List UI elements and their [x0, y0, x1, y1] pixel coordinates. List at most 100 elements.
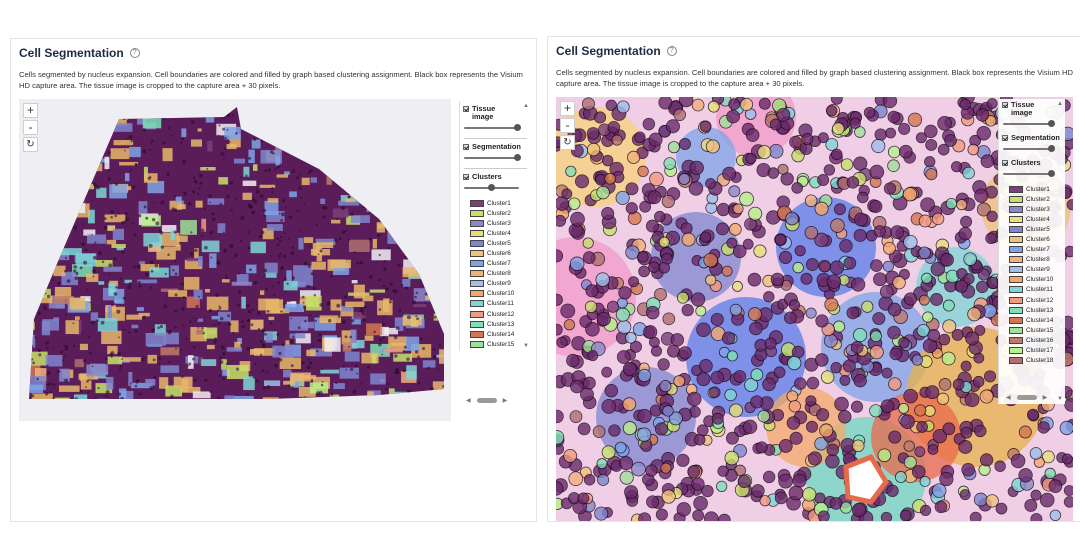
- opacity-slider-tissue[interactable]: [1003, 120, 1055, 128]
- cluster-legend-item[interactable]: Cluster7: [999, 245, 1065, 255]
- layer-label: Segmentation: [472, 142, 521, 151]
- cluster-legend-item[interactable]: Cluster5: [460, 238, 531, 248]
- horizontal-scrollbar[interactable]: ◀ ▶: [466, 397, 507, 404]
- scroll-thumb[interactable]: [1016, 395, 1037, 400]
- tissue-viewer[interactable]: + - ↻: [19, 99, 451, 421]
- cluster-legend-item[interactable]: Cluster16: [999, 335, 1065, 345]
- layer-label: Tissue image: [1011, 100, 1035, 117]
- cluster-legend-item[interactable]: Cluster13: [460, 319, 531, 329]
- layer-toggle-tissue[interactable]: Tissue image: [460, 105, 531, 121]
- layer-toggle-segmentation[interactable]: Segmentation: [460, 143, 531, 151]
- cluster-legend-item[interactable]: Cluster10: [999, 275, 1065, 285]
- cluster-swatch: [1009, 225, 1023, 233]
- scroll-right-icon[interactable]: ▶: [1042, 395, 1048, 401]
- cluster-legend-item[interactable]: Cluster6: [460, 248, 531, 258]
- cluster-legend-item[interactable]: Cluster2: [460, 208, 531, 218]
- scroll-left-icon[interactable]: ◀: [1006, 395, 1011, 401]
- tissue-viewer-zoomed[interactable]: + - ↻: [556, 97, 1073, 521]
- cluster-legend-item[interactable]: Cluster13: [999, 305, 1065, 315]
- cluster-legend-item[interactable]: Cluster5: [999, 224, 1065, 234]
- cluster-legend-item[interactable]: Cluster12: [460, 309, 531, 319]
- scroll-right-icon[interactable]: ▶: [502, 398, 508, 404]
- opacity-slider-segmentation[interactable]: [464, 154, 521, 162]
- cluster-swatch: [470, 260, 484, 268]
- help-icon[interactable]: ?: [666, 46, 677, 56]
- cluster-label: Cluster15: [1026, 326, 1054, 334]
- zoom-out-button[interactable]: -: [560, 118, 575, 133]
- scroll-up-icon[interactable]: ▲: [523, 103, 529, 109]
- checkbox-checked-icon[interactable]: [463, 106, 469, 112]
- tissue-image: [29, 107, 444, 399]
- opacity-slider-clusters[interactable]: [464, 184, 519, 192]
- cell-segmentation-panel-right: Cell Segmentation ? Cells segmented by n…: [547, 36, 1080, 522]
- cluster-legend-item[interactable]: Cluster15: [460, 339, 531, 349]
- layer-control-panel: Tissue image Segmentation Clusters Clust…: [998, 99, 1065, 404]
- cluster-swatch: [1009, 336, 1023, 344]
- cluster-legend-item[interactable]: Cluster9: [460, 279, 531, 289]
- panel-title: Cell Segmentation: [19, 46, 124, 60]
- scroll-left-icon[interactable]: ◀: [466, 398, 471, 404]
- opacity-slider-segmentation[interactable]: [1003, 145, 1055, 153]
- cluster-swatch: [1009, 185, 1023, 193]
- opacity-slider-tissue[interactable]: [464, 124, 521, 132]
- cluster-legend-item[interactable]: Cluster4: [460, 228, 531, 238]
- cluster-legend-item[interactable]: Cluster1: [999, 184, 1065, 194]
- cluster-swatch: [1009, 296, 1023, 304]
- horizontal-scrollbar[interactable]: ◀ ▶: [1006, 394, 1047, 401]
- checkbox-checked-icon[interactable]: [463, 144, 469, 150]
- checkbox-checked-icon[interactable]: [463, 174, 469, 180]
- reset-view-icon[interactable]: ↻: [23, 137, 38, 152]
- checkbox-checked-icon[interactable]: [1002, 160, 1008, 166]
- reset-view-icon[interactable]: ↻: [560, 135, 575, 150]
- cluster-legend-item[interactable]: Cluster12: [999, 295, 1065, 305]
- cluster-legend-item[interactable]: Cluster14: [460, 329, 531, 339]
- opacity-slider-clusters[interactable]: [1003, 170, 1055, 178]
- scroll-down-icon[interactable]: ▼: [523, 343, 529, 349]
- cluster-legend-item[interactable]: Cluster6: [999, 234, 1065, 244]
- cluster-swatch: [470, 239, 484, 247]
- layer-toggle-clusters[interactable]: Clusters: [999, 159, 1065, 167]
- cluster-swatch: [470, 290, 484, 298]
- zoom-in-button[interactable]: +: [560, 101, 575, 116]
- zoom-in-button[interactable]: +: [23, 103, 38, 118]
- cluster-swatch: [1009, 316, 1023, 324]
- cluster-legend-item[interactable]: Cluster8: [999, 255, 1065, 265]
- scroll-up-icon[interactable]: ▲: [1057, 101, 1063, 107]
- cluster-label: Cluster10: [487, 290, 515, 298]
- cluster-legend-item[interactable]: Cluster3: [460, 218, 531, 228]
- scroll-thumb[interactable]: [476, 398, 497, 403]
- cluster-label: Cluster13: [1026, 306, 1054, 314]
- panel-description: Cells segmented by nucleus expansion. Ce…: [19, 70, 523, 90]
- cluster-legend-item[interactable]: Cluster8: [460, 269, 531, 279]
- cluster-legend-item[interactable]: Cluster4: [999, 214, 1065, 224]
- layer-toggle-clusters[interactable]: Clusters: [460, 173, 531, 181]
- help-icon[interactable]: ?: [129, 48, 140, 58]
- cluster-legend-item[interactable]: Cluster14: [999, 315, 1065, 325]
- cluster-label: Cluster18: [1026, 357, 1054, 365]
- cluster-legend-item[interactable]: Cluster11: [460, 299, 531, 309]
- checkbox-checked-icon[interactable]: [1002, 135, 1008, 141]
- layer-toggle-tissue[interactable]: Tissue image: [999, 101, 1065, 117]
- panel-title: Cell Segmentation: [556, 44, 661, 58]
- cluster-legend-item[interactable]: Cluster1: [460, 198, 531, 208]
- cluster-legend-item[interactable]: Cluster18: [999, 356, 1065, 366]
- cluster-legend-item[interactable]: Cluster9: [999, 265, 1065, 275]
- cluster-legend-item[interactable]: Cluster17: [999, 346, 1065, 356]
- cluster-legend-item[interactable]: Cluster7: [460, 259, 531, 269]
- cluster-swatch: [470, 250, 484, 258]
- cluster-legend-item[interactable]: Cluster15: [999, 325, 1065, 335]
- cluster-label: Cluster12: [487, 310, 515, 318]
- scroll-down-icon[interactable]: ▼: [1057, 396, 1063, 402]
- cluster-label: Cluster15: [487, 340, 515, 348]
- cluster-legend-item[interactable]: Cluster10: [460, 289, 531, 299]
- cluster-legend-item[interactable]: Cluster16: [460, 349, 531, 351]
- cluster-swatch: [470, 229, 484, 237]
- checkbox-checked-icon[interactable]: [1002, 102, 1008, 108]
- cluster-swatch: [1009, 306, 1023, 314]
- cluster-legend-item[interactable]: Cluster11: [999, 285, 1065, 295]
- cluster-legend-item[interactable]: Cluster2: [999, 194, 1065, 204]
- zoom-out-button[interactable]: -: [23, 120, 38, 135]
- layer-toggle-segmentation[interactable]: Segmentation: [999, 134, 1065, 142]
- layer-label: Clusters: [1011, 158, 1041, 167]
- cluster-legend-item[interactable]: Cluster3: [999, 204, 1065, 214]
